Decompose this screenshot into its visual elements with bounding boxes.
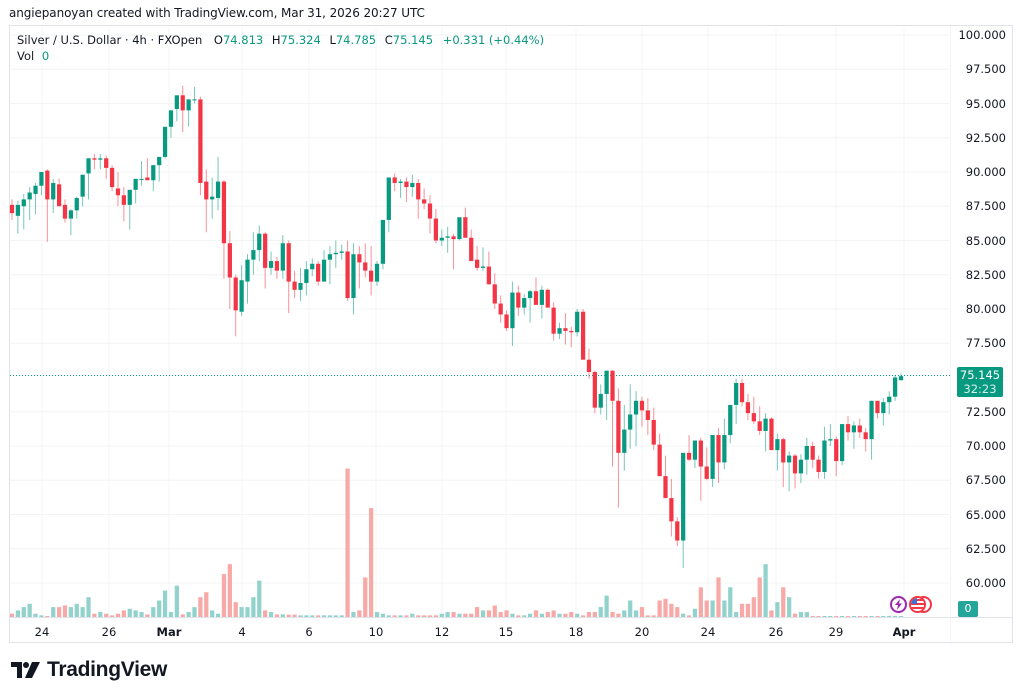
price-tick-label: 77.500 bbox=[965, 336, 1006, 351]
volume-bars bbox=[9, 468, 904, 617]
tradingview-logo-icon bbox=[11, 662, 40, 678]
grid-lines bbox=[10, 26, 1012, 642]
open-value: 74.813 bbox=[222, 33, 264, 47]
price-tick-label: 62.500 bbox=[965, 541, 1006, 556]
price-tick-label: 95.000 bbox=[965, 96, 1006, 111]
price-tick-label: 72.500 bbox=[965, 404, 1006, 419]
time-tick-label: Mar bbox=[156, 625, 182, 639]
time-tick-label: 20 bbox=[634, 625, 650, 639]
legend-volume-row: Vol 0 bbox=[17, 48, 544, 64]
legend-ohlc-row: Silver / U.S. Dollar · 4h · FXOpen O74.8… bbox=[17, 32, 544, 48]
price-tick-label: 60.000 bbox=[965, 576, 1006, 590]
volume-value: 0 bbox=[41, 49, 50, 63]
time-tick-label: 29 bbox=[828, 625, 844, 639]
time-tick-label: 24 bbox=[34, 625, 50, 639]
time-tick-label: 26 bbox=[101, 625, 117, 639]
time-tick-label: Apr bbox=[892, 625, 916, 639]
time-tick-label: 24 bbox=[700, 625, 716, 639]
chart-attribution: angiepanoyan created with TradingView.co… bbox=[9, 6, 425, 20]
close-value: 75.145 bbox=[392, 33, 434, 47]
high-label: H bbox=[271, 33, 281, 47]
price-tick-label: 67.500 bbox=[965, 473, 1006, 488]
price-tick-label: 65.000 bbox=[965, 507, 1006, 522]
time-tick-label: 6 bbox=[305, 625, 313, 639]
price-tick-label: 82.500 bbox=[965, 267, 1006, 282]
bar-countdown: 32:23 bbox=[963, 382, 997, 396]
open-label: O bbox=[213, 33, 223, 47]
lightning-event-icon[interactable] bbox=[890, 596, 907, 613]
us-flag-icon bbox=[911, 598, 924, 611]
price-tick-label: 100.000 bbox=[958, 28, 1006, 42]
volume-axis-label: 0 bbox=[958, 601, 978, 617]
price-tick-label: 70.000 bbox=[965, 439, 1006, 453]
tradingview-logo[interactable]: TradingView bbox=[11, 658, 167, 682]
last-price-value: 75.145 bbox=[959, 368, 1001, 382]
price-tick-label: 87.500 bbox=[965, 199, 1006, 214]
close-label: C bbox=[384, 33, 393, 47]
chart-legend: Silver / U.S. Dollar · 4h · FXOpen O74.8… bbox=[17, 32, 544, 64]
time-tick-label: 10 bbox=[368, 625, 384, 639]
price-tick-label: 80.000 bbox=[965, 302, 1006, 316]
price-tick-label: 92.500 bbox=[965, 130, 1006, 145]
lightning-icon bbox=[895, 599, 902, 610]
brand-name: TradingView bbox=[47, 658, 168, 681]
low-label: L bbox=[329, 33, 336, 47]
low-value: 74.785 bbox=[335, 33, 377, 47]
high-value: 75.324 bbox=[280, 33, 321, 47]
price-tick-label: 90.000 bbox=[965, 165, 1006, 179]
chart-frame bbox=[9, 25, 1013, 643]
time-tick-label: 12 bbox=[434, 625, 450, 639]
last-price-label: 75.145 32:23 bbox=[957, 367, 1003, 397]
time-tick-label: 4 bbox=[238, 625, 246, 639]
price-tick-label: 85.000 bbox=[965, 233, 1006, 248]
price-tick-label: 97.500 bbox=[965, 62, 1006, 77]
candles bbox=[9, 85, 904, 568]
volume-label[interactable]: Vol bbox=[17, 49, 35, 63]
time-tick-label: 18 bbox=[568, 625, 584, 639]
time-tick-label: 15 bbox=[498, 625, 514, 639]
time-tick-label: 26 bbox=[768, 625, 784, 639]
symbol-description[interactable]: Silver / U.S. Dollar · 4h · FXOpen bbox=[17, 33, 203, 47]
change-value: +0.331 (+0.44%) bbox=[442, 33, 545, 47]
us-flag-event-icon[interactable] bbox=[909, 596, 926, 613]
